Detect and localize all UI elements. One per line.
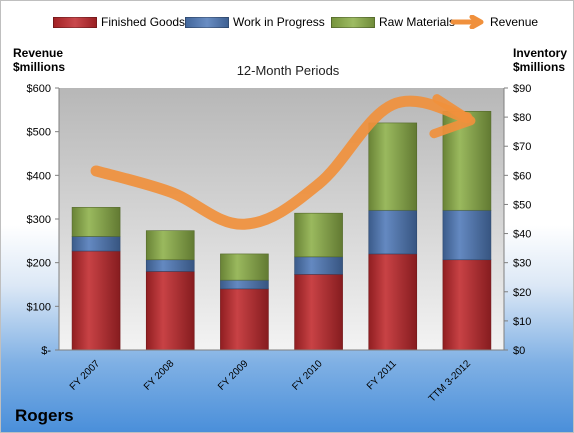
bar-work-in-progress	[145, 259, 195, 272]
right-tick-label: $60	[513, 170, 531, 182]
left-tick-label: $500	[27, 127, 51, 139]
legend-label: Raw Materials	[379, 15, 456, 29]
legend-arrow-icon	[450, 15, 484, 29]
company-name: Rogers	[15, 406, 74, 425]
revenue-arrow-head	[429, 94, 476, 139]
legend-item: Work in Progress	[185, 15, 325, 29]
right-tick-label: $40	[513, 229, 531, 241]
right-tick-label: $50	[513, 199, 531, 211]
right-tick-label: $80	[513, 112, 531, 124]
right-tick-label: $30	[513, 258, 531, 270]
legend-swatch	[331, 16, 375, 28]
bar-raw-materials	[220, 253, 269, 281]
right-tick-label: $20	[513, 287, 531, 299]
bar-finished-goods	[368, 253, 418, 351]
right-tick-label: $90	[513, 83, 531, 95]
bar-work-in-progress	[442, 209, 492, 261]
left-tick-label: $200	[27, 258, 51, 270]
legend-swatch	[185, 16, 229, 28]
right-tick-label: $10	[513, 316, 531, 328]
left-tick-label: $400	[27, 170, 51, 182]
category-label: FY 2008	[142, 358, 177, 393]
category-label: TTM 3-2012	[427, 358, 474, 405]
left-axis-title: Revenue $millions	[13, 46, 66, 74]
legend-label: Work in Progress	[233, 15, 325, 29]
bar-raw-materials	[294, 212, 343, 258]
legend-item: Revenue	[450, 15, 538, 29]
bar-raw-materials	[71, 207, 121, 237]
right-tick-label: $0	[513, 345, 525, 357]
category-label: FY 2011	[365, 358, 399, 392]
category-label: FY 2010	[290, 358, 325, 393]
bar-finished-goods	[71, 250, 121, 351]
bar-finished-goods	[220, 288, 269, 351]
bar-work-in-progress	[294, 256, 343, 275]
bar-finished-goods	[145, 271, 195, 351]
left-tick-label: $600	[27, 83, 51, 95]
plot-area	[59, 88, 504, 350]
revenue-line	[90, 95, 473, 230]
category-label: FY 2009	[216, 358, 251, 393]
right-axis-title: Inventory $millions	[513, 46, 568, 74]
legend: Finished Goods Work in Progress Raw Materi…	[1, 15, 573, 35]
bar-work-in-progress	[220, 279, 269, 290]
right-tick-label: $70	[513, 141, 531, 153]
legend-label: Finished Goods	[101, 15, 186, 29]
bar-finished-goods	[442, 259, 492, 351]
category-label: FY 2007	[68, 358, 103, 393]
legend-label: Revenue	[490, 15, 539, 29]
bar-raw-materials	[145, 230, 195, 261]
bar-work-in-progress	[71, 236, 121, 252]
legend-swatch	[53, 16, 97, 28]
left-tick-label: $300	[27, 214, 51, 226]
legend-item: Raw Materials	[331, 15, 455, 29]
left-tick-label: $100	[27, 301, 51, 313]
bar-raw-materials	[368, 122, 418, 211]
legend-item: Finished Goods	[53, 15, 185, 29]
bar-finished-goods	[294, 274, 343, 351]
left-tick-label: $-	[41, 345, 51, 357]
chart-subtitle: 12-Month Periods	[236, 63, 340, 78]
bar-work-in-progress	[368, 209, 418, 255]
